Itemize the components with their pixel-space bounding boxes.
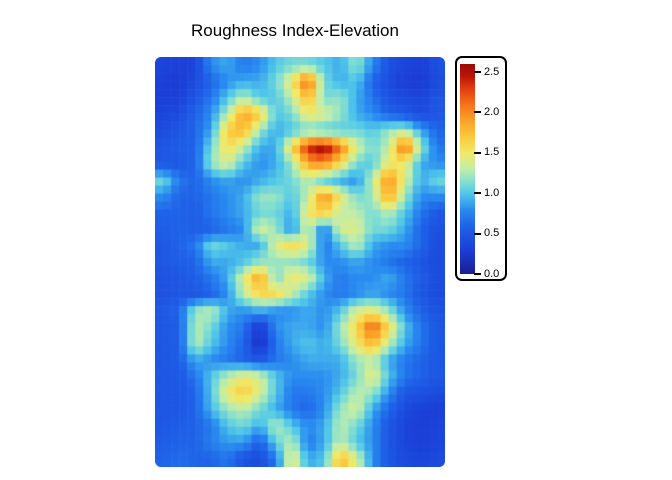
colorbar-tick (474, 192, 481, 195)
colorbar-tick-label: 1.5 (484, 146, 500, 159)
colorbar-tick (474, 111, 481, 114)
colorbar: 2.5 2.0 1.5 1.0 0.5 0.0 (455, 56, 507, 281)
colorbar-tick-label: 2.5 (484, 65, 500, 78)
colorbar-tick-label: 2.0 (484, 105, 500, 118)
colorbar-tick (474, 232, 481, 235)
colorbar-tick-label: 1.0 (484, 186, 500, 199)
colorbar-tick (474, 151, 481, 154)
colorbar-tick-label: 0.0 (484, 267, 500, 280)
colorbar-gradient (460, 64, 475, 274)
colorbar-tick (474, 273, 481, 275)
colorbar-tick (474, 71, 481, 74)
chart-title: Roughness Index-Elevation (191, 21, 399, 40)
heatmap-plot (155, 57, 445, 467)
colorbar-tick-label: 0.5 (484, 227, 500, 240)
